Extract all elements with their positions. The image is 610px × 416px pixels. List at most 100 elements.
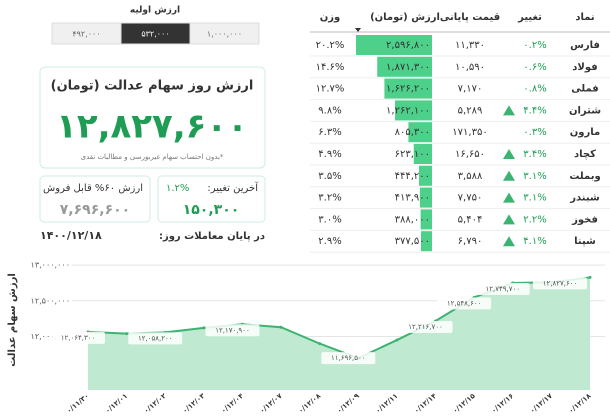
value-bar — [356, 35, 432, 55]
value-option-label[interactable]: ۴۹۲,۰۰۰ — [72, 30, 100, 39]
point — [125, 332, 129, 336]
value: ۳۷۷,۵۰۰ — [395, 236, 430, 247]
value-label: ۱۲,۵۴۸,۶۰۰ — [447, 299, 482, 307]
change: ۴.۱% — [523, 236, 546, 247]
price: ۱۰,۵۹۰ — [455, 62, 485, 73]
value: ۶۲۳,۱۰۰ — [395, 149, 430, 160]
x-tick-label: ۱۴۰۰/۱۲/۱۷ — [519, 391, 555, 412]
weight: ۲.۹% — [318, 236, 341, 247]
x-tick-label: ۱۴۰۰/۱۲/۰۹ — [326, 391, 362, 412]
value-bar — [384, 78, 432, 99]
value-bar — [420, 231, 432, 252]
x-tick-label: ۱۴۰۰/۱۲/۱۸ — [557, 391, 593, 412]
summary-note: *بدون احتساب سهام غیربورسی و مطالبات نقد… — [81, 153, 224, 161]
value-option-label[interactable]: ۱,۰۰۰,۰۰۰ — [207, 30, 242, 39]
x-tick-label: ۱۴۰۰/۱۲/۰۱ — [94, 392, 129, 412]
weight: ۱۲.۷% — [316, 84, 345, 95]
value-bar — [408, 122, 432, 143]
summary-title: ارزش روز سهام عدالت (تومان) — [51, 79, 254, 94]
value: ۴۴۴,۲۰۰ — [395, 171, 430, 182]
label-bg — [475, 282, 530, 295]
change: ۰.۶% — [523, 62, 546, 73]
column-header: قیمت پایانی — [440, 12, 500, 23]
weight: ۹.۸% — [318, 105, 341, 116]
symbol: شبندر — [569, 193, 600, 204]
change: ۰.۳% — [523, 127, 546, 138]
sort-icon[interactable] — [355, 28, 361, 32]
up-arrow — [503, 214, 515, 225]
x-tick-label: ۱۴۰۰/۱۲/۱۶ — [480, 392, 515, 412]
change: ۲.۲% — [523, 214, 546, 225]
up-arrow — [503, 192, 515, 203]
value: ۴۱۳,۹۰۰ — [395, 193, 430, 204]
symbol: فملی — [571, 84, 598, 95]
label-bg — [321, 352, 376, 365]
value-label: ۱۲,۷۴۹,۷۰۰ — [486, 285, 521, 293]
value: ۲,۵۹۶,۸۰۰ — [386, 40, 430, 51]
point — [395, 338, 399, 342]
value-bar — [419, 187, 432, 208]
weight: ۲۰.۲% — [316, 40, 345, 51]
symbol: فولاد — [572, 62, 597, 73]
point — [279, 325, 283, 329]
x-tick-label: ۱۴۰۰/۱۲/۰۲ — [133, 391, 169, 412]
label-bg — [51, 331, 105, 344]
change-percent: ۱.۲% — [166, 183, 189, 194]
weight: ۳.۵% — [318, 171, 341, 182]
x-tick-label: ۱۴۰۰/۱۱/۳۰ — [55, 392, 90, 412]
value-label: ۱۲,۰۶۴,۳۰۰ — [61, 334, 96, 342]
sellable-label: ارزش ۶۰% قابل فروش — [43, 183, 143, 194]
x-tick-label: ۱۴۰۰/۱۲/۱۴ — [403, 391, 439, 412]
change: ۰.۲% — [523, 40, 546, 51]
x-tick-label: ۱۴۰۰/۱۲/۱۵ — [441, 391, 477, 412]
price: ۱۷۱,۳۵۰ — [452, 127, 487, 138]
price: ۵,۴۰۴ — [458, 214, 483, 225]
symbol: شتران — [569, 105, 601, 116]
value-bar — [418, 165, 432, 186]
label-bg — [205, 324, 260, 337]
value-bar — [395, 100, 432, 121]
y-tick-label: ۱۳,۰۰۰,۰۰۰ — [31, 261, 70, 270]
x-tick-label: ۱۴۰۰/۱۲/۰۴ — [210, 391, 246, 412]
date-label: در پایان معاملات روز: — [159, 231, 265, 242]
x-tick-label: ۱۴۰۰/۱۲/۱۱ — [364, 392, 399, 412]
x-tick-label: ۱۴۰۰/۱۲/۰۷ — [248, 391, 284, 412]
y-tick-label: ۱۲,۵۰۰,۰۰۰ — [31, 296, 70, 305]
price: ۳,۵۸۸ — [458, 171, 483, 182]
header-title: ارزش اولیه — [130, 6, 180, 16]
price: ۶,۷۹۰ — [458, 236, 483, 247]
value-label: ۱۱,۶۹۶,۵۰۰ — [331, 354, 366, 362]
y-axis-label: ارزش سهام عدالت — [7, 273, 18, 367]
change: ۴.۴% — [523, 105, 546, 116]
value-option[interactable] — [51, 22, 122, 45]
sellable-card — [39, 175, 151, 223]
symbol: فخوز — [571, 214, 598, 225]
value-option-label[interactable]: ۵۳۲,۰۰۰ — [141, 30, 169, 39]
value-bar — [377, 56, 432, 77]
value-label: ۱۲,۰۵۸,۲۰۰ — [138, 334, 173, 342]
symbol: مارون — [570, 127, 600, 138]
column-header: نماد — [575, 12, 594, 23]
weight: ۴.۹% — [318, 149, 341, 160]
value-bar — [413, 144, 432, 164]
value-label: ۱۲,۸۲۷,۶۰۰ — [543, 279, 578, 287]
column-header: تغییر — [517, 12, 542, 23]
label-bg — [437, 297, 492, 310]
price: ۷,۱۷۰ — [458, 84, 483, 95]
symbol: وبملت — [569, 171, 600, 182]
point — [588, 275, 592, 279]
value: ۳۸۸,۰۰۰ — [395, 214, 430, 225]
weight: ۳.۲% — [318, 193, 341, 204]
column-header: ارزش (تومان) — [370, 12, 440, 23]
value-bar — [420, 209, 432, 230]
value: ۸۰۵,۳۰۰ — [395, 127, 430, 138]
symbol: فارس — [570, 40, 600, 51]
sellable-value: ۷,۶۹۶,۶۰۰ — [60, 202, 130, 218]
price: ۵,۲۸۹ — [458, 105, 483, 116]
weight: ۶.۳% — [318, 127, 341, 138]
summary-card — [39, 66, 266, 169]
symbol: شپنا — [574, 236, 596, 247]
y-tick-label: ۱۲,۰۰۰,۰۰۰ — [31, 332, 70, 341]
value-label: ۱۲,۱۷۰,۹۰۰ — [215, 326, 250, 334]
